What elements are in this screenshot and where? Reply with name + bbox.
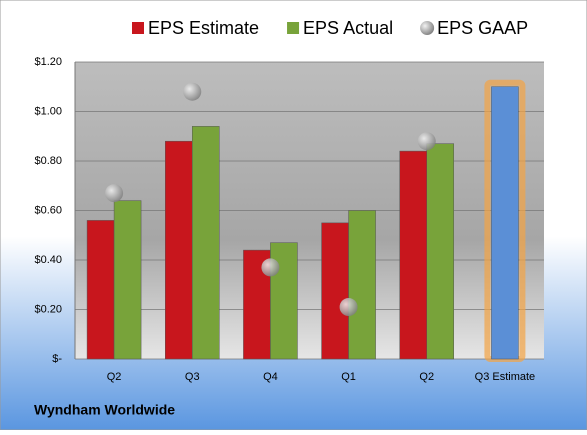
x-tick-label: Q1 (341, 371, 356, 383)
bar (491, 86, 519, 360)
y-tick-label: $0.20 (34, 303, 62, 315)
legend-marker (287, 22, 300, 34)
bar (399, 150, 427, 360)
y-tick-label: $1.00 (34, 105, 62, 117)
bar (165, 140, 193, 360)
legend-label: EPS GAAP (437, 18, 528, 38)
gaap-marker (417, 132, 436, 151)
x-tick-label: Q3 Estimate (475, 371, 536, 383)
legend-label: EPS Estimate (148, 18, 259, 38)
gaap-marker (183, 82, 202, 101)
legend-marker (132, 22, 144, 34)
gaap-marker (339, 298, 358, 317)
x-tick-label: Q4 (263, 371, 278, 383)
y-tick-label: $0.60 (34, 204, 62, 216)
y-tick-label: $1.20 (34, 56, 62, 68)
gaap-marker (105, 184, 124, 203)
y-tick-label: $- (52, 353, 62, 365)
bar (426, 143, 454, 360)
y-tick-label: $0.80 (34, 155, 62, 167)
x-tick-label: Q3 (185, 371, 200, 383)
bar (321, 222, 349, 360)
bar (113, 200, 142, 360)
gaap-marker (261, 258, 280, 277)
bar (86, 220, 115, 360)
y-tick-label: $0.40 (34, 254, 62, 266)
legend-marker (420, 21, 435, 35)
bar (348, 210, 376, 360)
legend-label: EPS Actual (303, 18, 393, 38)
footer: Wyndham Worldwide (34, 402, 175, 418)
x-tick-label: Q2 (419, 371, 434, 383)
x-tick-label: Q2 (107, 371, 122, 383)
bar (192, 126, 220, 360)
